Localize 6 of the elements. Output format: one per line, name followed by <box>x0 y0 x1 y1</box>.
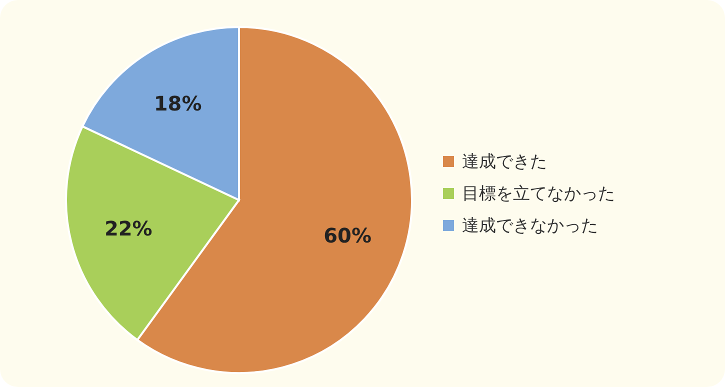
legend-label: 目標を立てなかった <box>462 183 615 205</box>
legend-label: 達成できた <box>462 151 547 173</box>
legend-label: 達成できなかった <box>462 215 598 237</box>
data-label: 60% <box>324 223 372 248</box>
data-label: 18% <box>154 92 202 116</box>
data-label: 22% <box>104 216 152 240</box>
